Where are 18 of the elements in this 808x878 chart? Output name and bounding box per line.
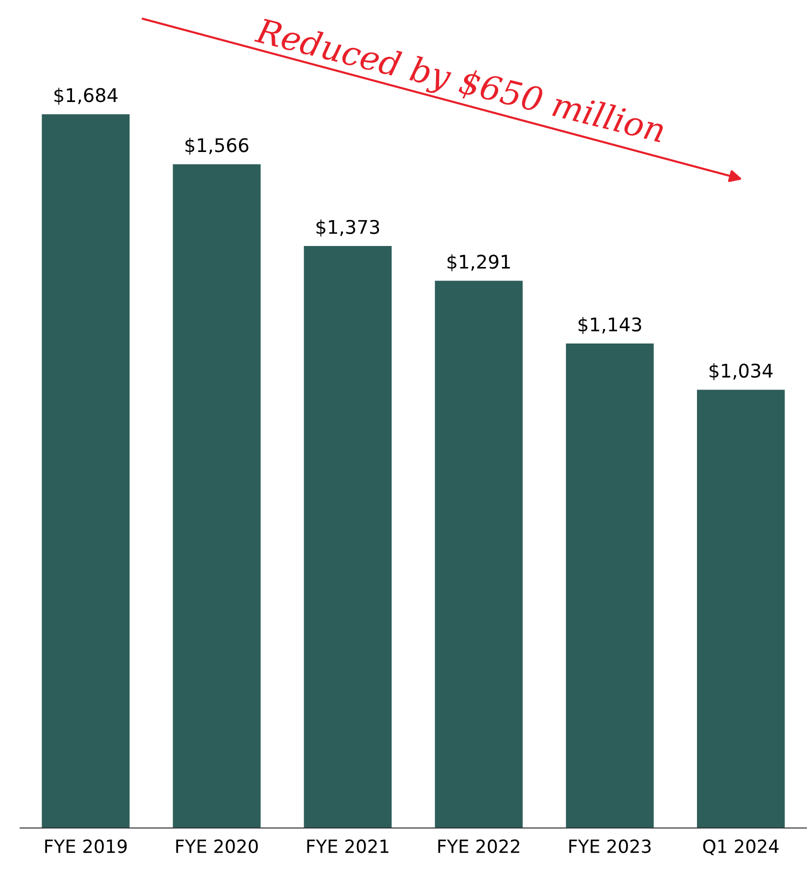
bar (172, 164, 261, 828)
x-tick-label: FYE 2023 (569, 839, 651, 854)
data-label: $1,373 (316, 220, 380, 237)
x-tick-label: FYE 2020 (176, 839, 258, 854)
bar (696, 390, 785, 828)
data-label: $1,566 (186, 138, 248, 155)
bar (434, 280, 523, 828)
data-label: $1,291 (448, 254, 510, 272)
x-tick-label: FYE 2021 (307, 839, 388, 854)
x-tick-label: FYE 2022 (438, 839, 520, 854)
bar (304, 246, 392, 828)
x-tick-label: FYE 2019 (45, 839, 127, 854)
data-label: $1,143 (578, 317, 642, 334)
x-tick-label: Q1 2024 (703, 839, 779, 856)
data-label: $1,034 (710, 363, 773, 380)
data-label: $1,684 (54, 88, 118, 105)
bar (566, 344, 654, 828)
bar (42, 114, 130, 828)
